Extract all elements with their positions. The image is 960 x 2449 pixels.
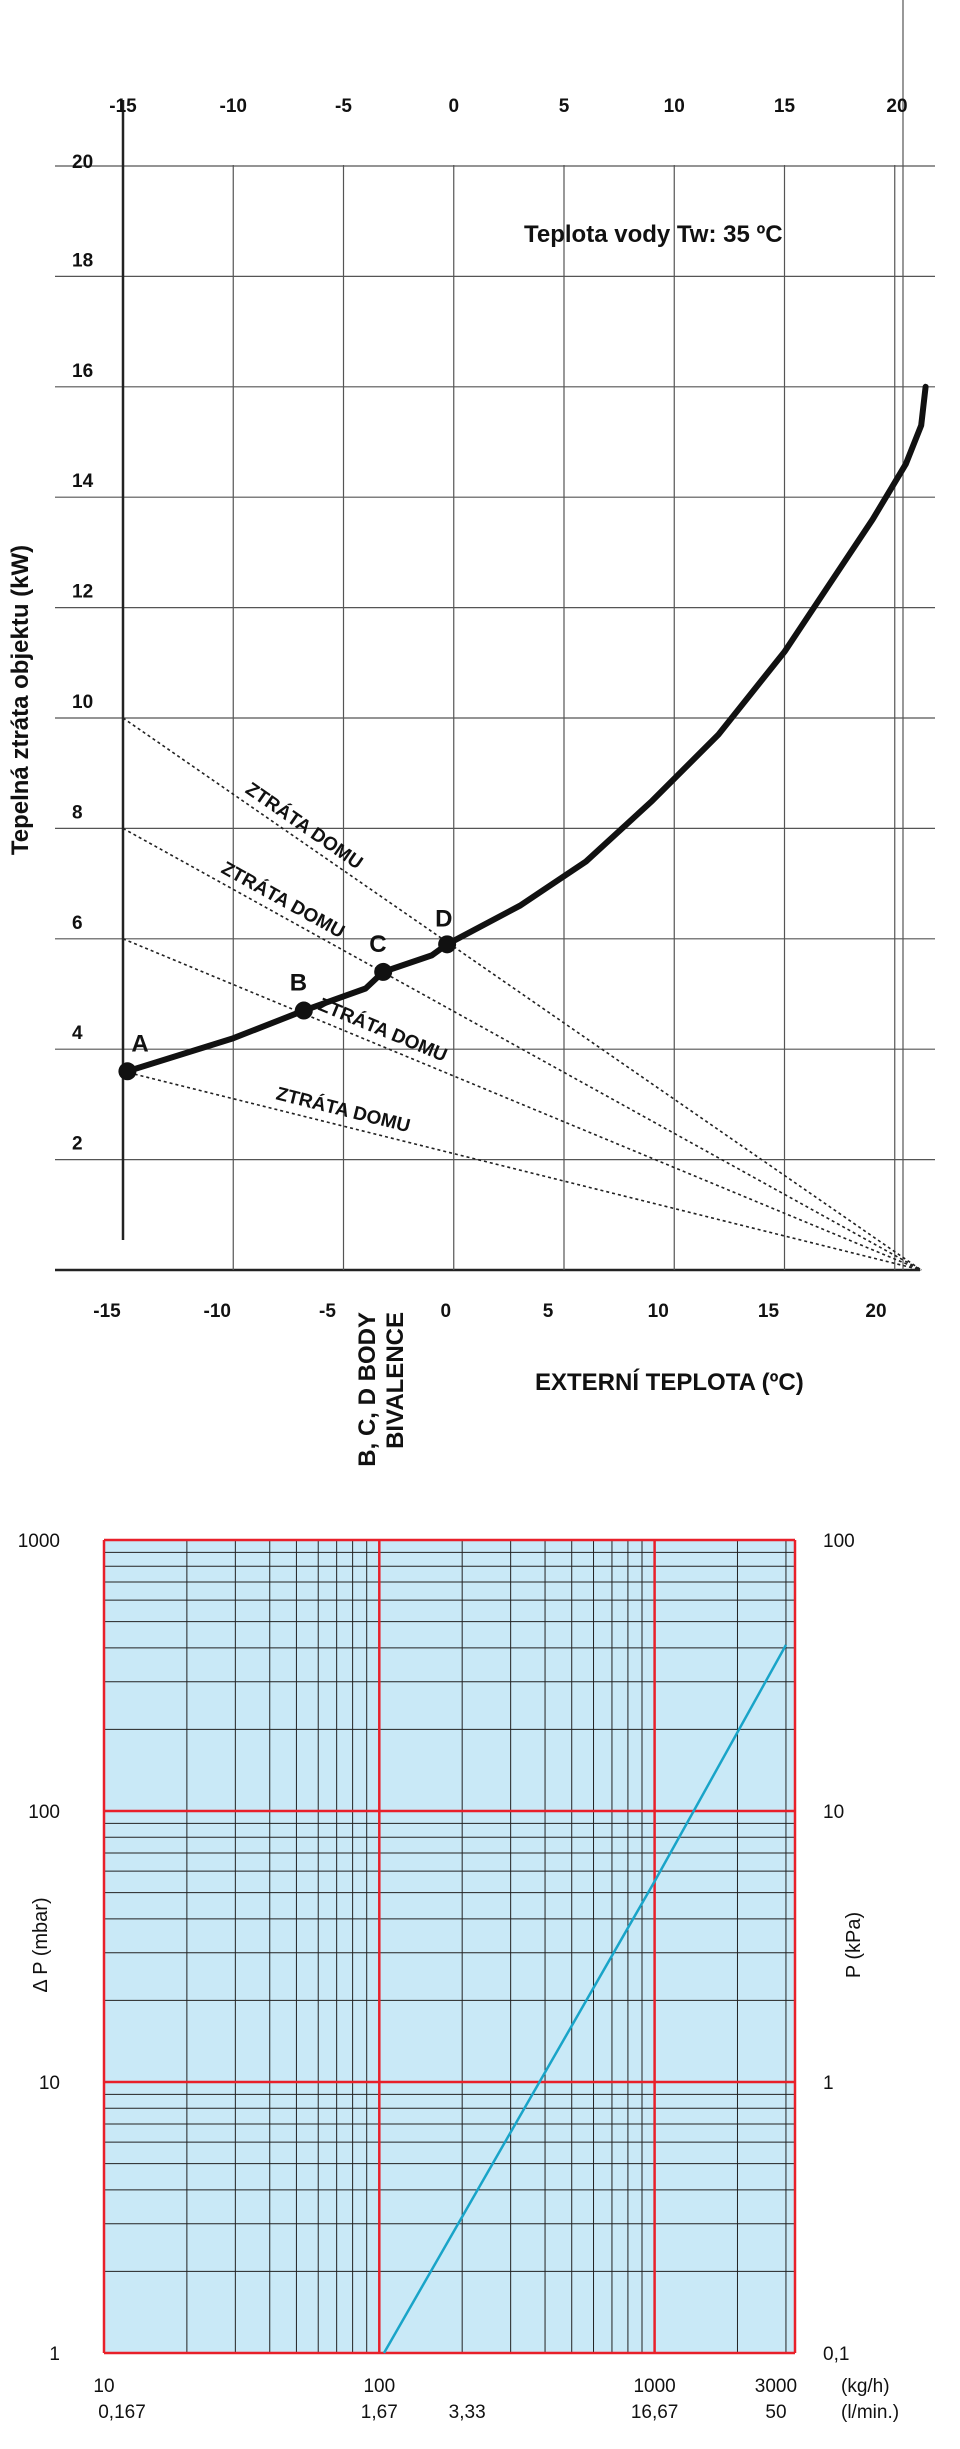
y-tick-label: 14 (72, 471, 94, 492)
pressure-drop-line (382, 1644, 788, 2354)
top-tick-label: 10 (664, 96, 685, 117)
bivalence-label-line2: BIVALENCE (382, 1312, 409, 1449)
y-tick-left: 1 (49, 2344, 60, 2365)
y-tick-left: 10 (39, 2073, 60, 2094)
point-label: C (369, 931, 386, 958)
bottom-tick-label: 20 (865, 1301, 886, 1322)
house-loss-label: ZTRÁTA DOMU (218, 857, 349, 943)
y-tick-label: 8 (72, 802, 83, 823)
y-tick-label: 16 (72, 361, 93, 382)
bivalence-label-line1: B, C, D BODY (354, 1312, 381, 1467)
x-tick-lmin: 1,67 (361, 2402, 398, 2423)
point-b (294, 1001, 313, 1020)
x-tick-kgh: 10 (93, 2376, 114, 2397)
bivalence-label: B, C, D BODY BIVALENCE (354, 1312, 409, 1467)
x-unit-lmin: (l/min.) (841, 2402, 899, 2423)
top-tick-label: 20 (886, 96, 907, 117)
house-loss-line (122, 1070, 922, 1271)
y-tick-right: 10 (823, 1802, 844, 1823)
heat-pump-curve-line (124, 383, 929, 1075)
point-c (374, 962, 393, 981)
bottom-tick-label: 10 (648, 1301, 669, 1322)
y-axis-label: Tepelná ztráta objektu (kW) (7, 545, 34, 855)
house-loss-line (122, 938, 922, 1271)
point-label: B (290, 970, 307, 997)
house-loss-line (122, 717, 922, 1271)
tick-labels: 1000 100 10 1 100 10 1 0,1 10 100 1000 3000 (kg/h) 0,… (18, 1531, 899, 2423)
bottom-tick-label: 0 (440, 1301, 451, 1322)
top-tick-label: 5 (559, 96, 570, 117)
x-axis-label: EXTERNÍ TEPLOTA (ºC) (535, 1368, 804, 1396)
top-tick-label: 15 (774, 96, 796, 117)
top-tick-label: -5 (335, 96, 352, 117)
plot-background (104, 1540, 795, 2353)
y-axis-label-left: Δ P (mbar) (30, 1897, 52, 1992)
y-tick-label: 12 (72, 582, 93, 603)
bivalence-points: A B C D (118, 905, 457, 1081)
y-tick-right: 1 (823, 2073, 834, 2094)
point-d (438, 935, 457, 954)
pressure-drop-chart: 1000 100 10 1 100 10 1 0,1 10 100 1000 3000 (kg/h) 0,… (18, 1531, 899, 2423)
top-tick-label: -15 (109, 96, 137, 117)
y-tick-right: 0,1 (823, 2344, 849, 2365)
bottom-tick-label: 15 (758, 1301, 780, 1322)
bottom-tick-label: -15 (93, 1301, 121, 1322)
house-loss-label: ZTRÁTA DOMU (241, 778, 366, 874)
grid (102, 1538, 797, 2355)
y-tick-label: 18 (72, 250, 93, 271)
house-loss-label: ZTRÁTA DOMU (315, 994, 450, 1067)
top-tick-label: -10 (220, 96, 247, 117)
house-loss-line (122, 827, 922, 1271)
y-tick-left: 100 (28, 1802, 60, 1823)
grid (55, 0, 935, 1272)
x-unit-kgh: (kg/h) (841, 2376, 890, 2397)
water-temperature-annotation: Teplota vody Tw: 35 ºC (524, 221, 783, 248)
bottom-tick-label: 5 (543, 1301, 554, 1322)
bottom-tick-label: -10 (204, 1301, 231, 1322)
x-tick-kgh: 1000 (633, 2376, 675, 2397)
y-axis-label-right: P (kPa) (843, 1912, 865, 1978)
y-tick-label: 2 (72, 1134, 83, 1155)
top-tick-label: 0 (448, 96, 459, 117)
x-tick-lmin: 3,33 (449, 2402, 486, 2423)
y-tick-label: 20 (72, 152, 93, 173)
y-tick-label: 6 (72, 913, 83, 934)
x-tick-lmin: 50 (765, 2402, 786, 2423)
x-tick-kgh: 3000 (755, 2376, 797, 2397)
y-tick-label: 10 (72, 692, 93, 713)
y-tick-right: 100 (823, 1531, 855, 1552)
bottom-tick-label: -5 (319, 1301, 336, 1322)
heat-pump-curve (124, 383, 929, 1075)
tick-labels: -15 -10 -5 0 5 10 15 20 -15 -10 -5 0 5 10 15 20 20 18 16 14… (72, 96, 908, 1322)
point-label: D (435, 905, 452, 932)
y-tick-label: 4 (72, 1023, 83, 1044)
pressure-drop-series (382, 1644, 788, 2354)
x-tick-kgh: 100 (363, 2376, 395, 2397)
point-label: A (131, 1030, 148, 1057)
y-tick-left: 1000 (18, 1531, 60, 1552)
x-tick-lmin: 16,67 (631, 2402, 679, 2423)
point-a (118, 1062, 137, 1081)
x-tick-lmin: 0,167 (98, 2402, 146, 2423)
